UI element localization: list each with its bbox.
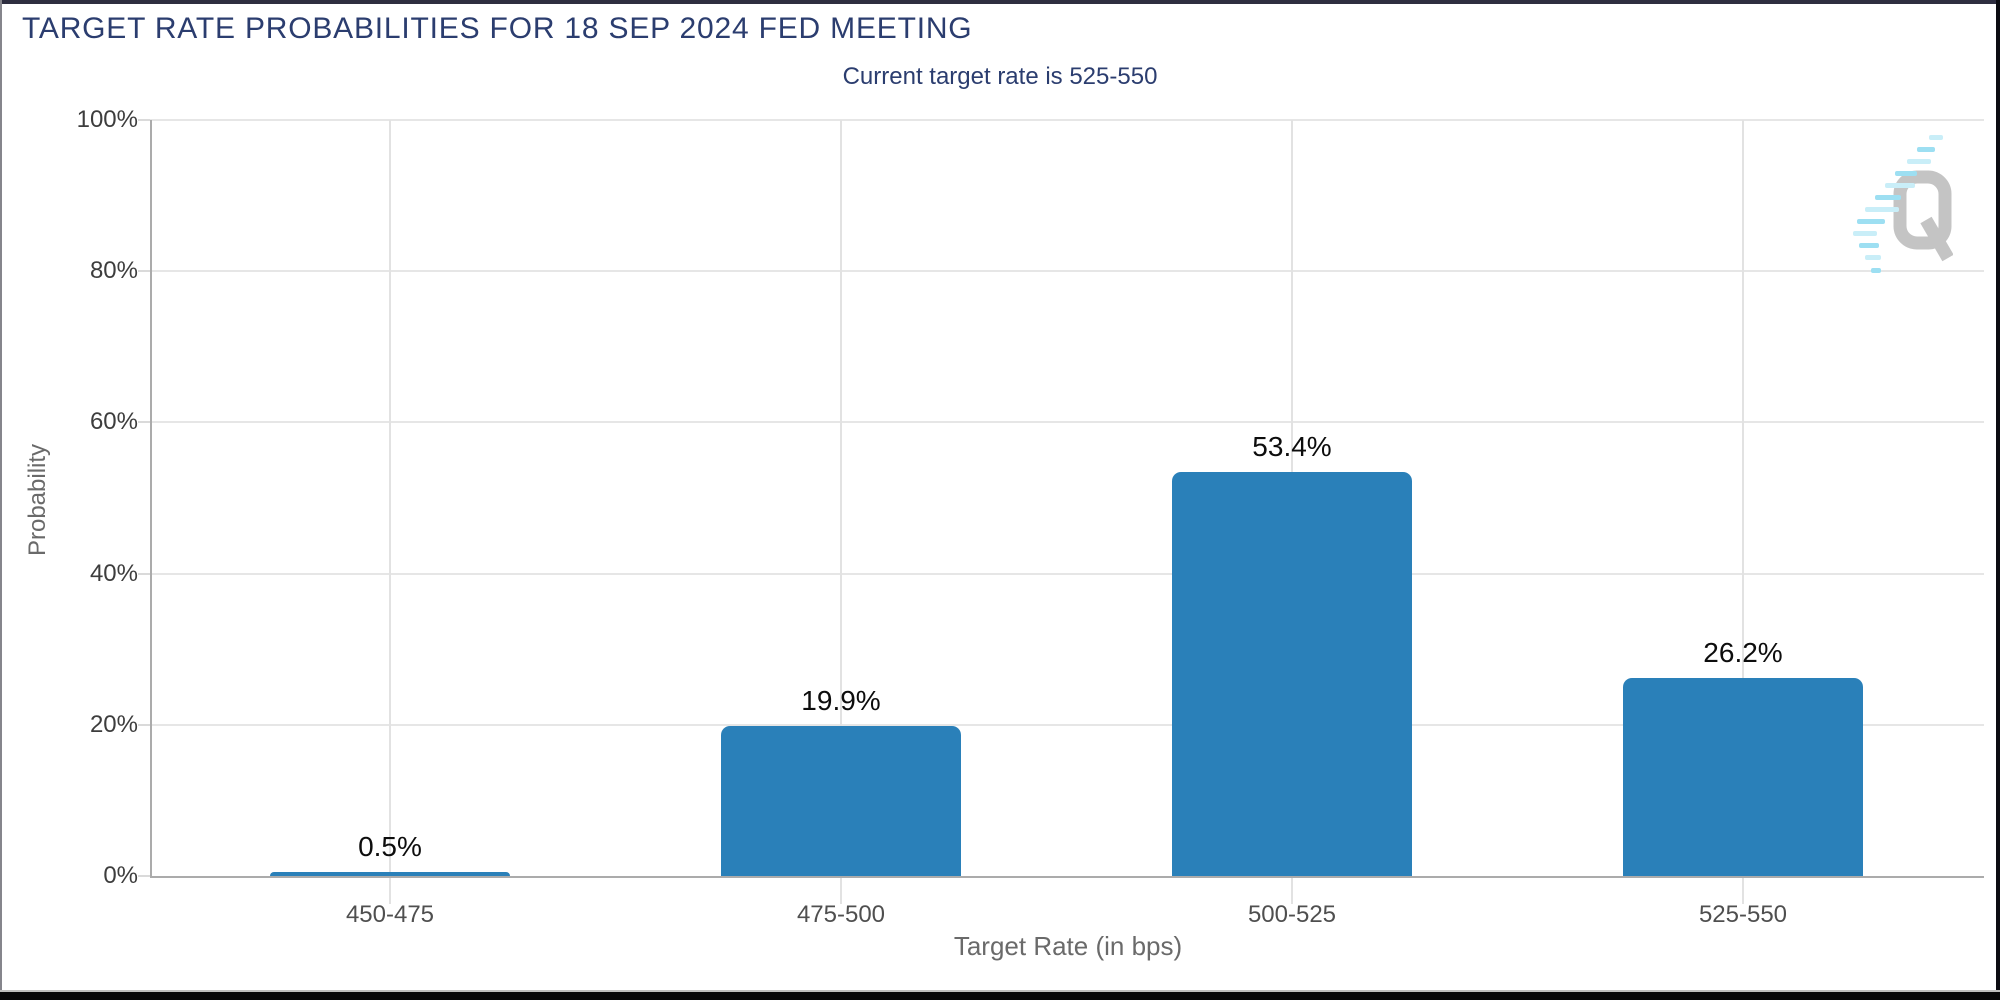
bar bbox=[1623, 678, 1863, 876]
bar-value-label: 19.9% bbox=[801, 685, 881, 716]
h-gridline bbox=[150, 119, 1984, 121]
y-tick-label: 40% bbox=[89, 559, 138, 587]
watermark-dash bbox=[1907, 159, 1931, 164]
watermark-logo bbox=[1845, 123, 2000, 298]
watermark-dash bbox=[1865, 207, 1899, 212]
h-gridline bbox=[150, 270, 1984, 273]
bar-value-label: 53.4% bbox=[1252, 431, 1332, 462]
x-tick-label: 450-475 bbox=[345, 901, 435, 928]
y-axis-tick bbox=[138, 421, 150, 424]
window-border-right bbox=[1996, 0, 2000, 1000]
y-axis-tick bbox=[138, 119, 150, 121]
watermark-dash bbox=[1895, 171, 1917, 176]
watermark-dash bbox=[1871, 268, 1881, 273]
window-border-bottom bbox=[0, 992, 2000, 1000]
watermark-dash bbox=[1859, 243, 1879, 248]
window-border-bottom-line bbox=[0, 990, 2000, 992]
v-gridline bbox=[1742, 120, 1744, 904]
watermark-q-icon bbox=[1893, 170, 1953, 262]
x-tick-label: 475-500 bbox=[796, 901, 886, 928]
x-axis-line bbox=[150, 876, 1984, 878]
x-tick-label: 525-550 bbox=[1698, 901, 1788, 928]
watermark-dash bbox=[1885, 183, 1915, 188]
watermark-dash bbox=[1875, 195, 1901, 200]
v-gridline bbox=[389, 120, 391, 904]
x-tick-label: 500-525 bbox=[1247, 901, 1337, 928]
h-gridline bbox=[150, 723, 1984, 726]
watermark-dash bbox=[1917, 147, 1935, 152]
bar bbox=[270, 872, 510, 876]
bar bbox=[721, 726, 961, 876]
chart-subtitle: Current target rate is 525-550 bbox=[842, 63, 1158, 90]
v-gridline bbox=[840, 120, 842, 904]
bar-value-label: 26.2% bbox=[1703, 637, 1783, 668]
y-axis-tick bbox=[138, 572, 150, 575]
watermark-dash bbox=[1865, 255, 1881, 260]
bar bbox=[1172, 472, 1412, 876]
watermark-dash bbox=[1853, 231, 1877, 236]
y-axis-tick bbox=[138, 270, 150, 273]
x-axis-title: Target Rate (in bps) bbox=[953, 931, 1183, 961]
y-axis-tick bbox=[138, 875, 150, 877]
h-gridline bbox=[150, 421, 1984, 424]
window-border-left bbox=[0, 0, 2, 1000]
chart-title: TARGET RATE PROBABILITIES FOR 18 SEP 202… bbox=[22, 12, 973, 45]
watermark-dash bbox=[1929, 135, 1943, 140]
y-tick-label: 80% bbox=[89, 257, 138, 285]
y-axis-title: Probability bbox=[24, 443, 51, 557]
y-tick-label: 60% bbox=[89, 408, 138, 436]
h-gridline bbox=[150, 572, 1984, 575]
y-tick-label: 100% bbox=[76, 106, 138, 133]
window-border-top bbox=[0, 0, 2000, 4]
y-tick-label: 0% bbox=[103, 862, 138, 889]
bar-value-label: 0.5% bbox=[358, 831, 422, 862]
watermark-dash bbox=[1857, 219, 1885, 224]
y-tick-label: 20% bbox=[89, 710, 138, 738]
y-axis-tick bbox=[138, 723, 150, 726]
y-axis-line bbox=[150, 120, 152, 878]
